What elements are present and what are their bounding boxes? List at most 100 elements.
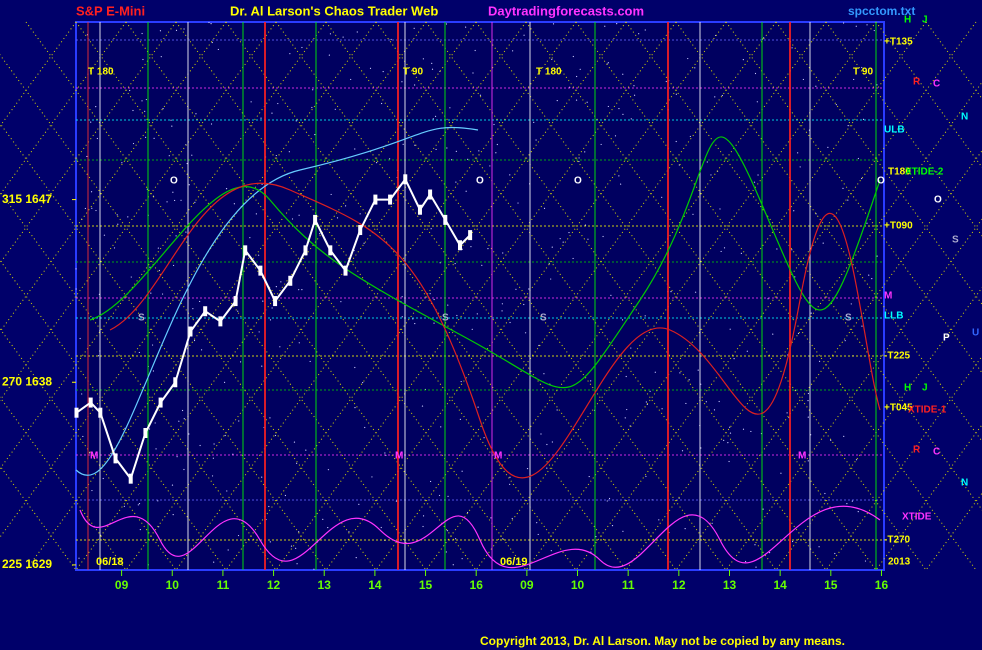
star <box>86 155 88 158</box>
star <box>586 101 588 103</box>
star <box>162 108 164 110</box>
star <box>271 307 273 309</box>
star <box>454 262 456 265</box>
star <box>249 237 251 239</box>
star <box>279 346 281 348</box>
star <box>401 296 403 298</box>
price-bar <box>203 306 208 317</box>
star <box>226 490 228 492</box>
price-bar <box>143 428 148 438</box>
star <box>199 444 201 447</box>
star <box>96 137 98 140</box>
star <box>687 57 689 60</box>
star <box>314 133 316 136</box>
star <box>472 72 474 74</box>
star <box>210 23 212 25</box>
star <box>110 452 112 455</box>
star <box>474 49 476 52</box>
star <box>260 117 262 119</box>
star <box>330 193 332 196</box>
star <box>142 58 144 61</box>
annotation: C <box>933 447 940 458</box>
star <box>861 325 863 327</box>
star <box>799 166 801 168</box>
star <box>262 300 264 302</box>
star <box>451 159 453 161</box>
star <box>559 238 561 240</box>
star <box>511 517 513 520</box>
star <box>154 422 156 424</box>
star <box>446 530 449 532</box>
copyright: Copyright 2013, Dr. Al Larson. May not b… <box>480 634 845 648</box>
star <box>562 241 564 243</box>
star <box>460 380 462 383</box>
star <box>729 426 731 428</box>
star <box>855 25 857 27</box>
star <box>138 503 141 505</box>
star <box>807 460 809 462</box>
star <box>141 100 143 102</box>
annotation: H <box>904 15 911 26</box>
annotation: O <box>170 176 178 187</box>
star <box>459 418 461 420</box>
star <box>551 58 553 60</box>
star <box>446 147 448 149</box>
star <box>258 331 260 333</box>
star <box>171 125 173 127</box>
star <box>78 557 80 559</box>
star <box>509 174 511 176</box>
star <box>440 426 442 428</box>
star <box>269 541 271 543</box>
annotation: R <box>913 77 921 88</box>
star <box>600 143 602 146</box>
star <box>794 276 796 278</box>
price-bar <box>98 407 103 418</box>
star <box>354 148 356 150</box>
annotation: XTIDE <box>902 512 932 523</box>
star <box>746 350 748 352</box>
star <box>224 434 226 437</box>
star <box>528 288 530 290</box>
star <box>186 162 188 165</box>
star <box>607 105 609 108</box>
star <box>431 68 434 70</box>
star <box>720 250 722 253</box>
date-label: 06/18 <box>96 556 124 568</box>
star <box>465 26 467 28</box>
annotation: M <box>798 451 806 462</box>
star <box>384 452 386 454</box>
star <box>830 439 832 441</box>
star <box>208 21 210 24</box>
star <box>225 188 228 190</box>
star <box>797 152 799 154</box>
star <box>578 157 580 159</box>
annotation: T180 <box>888 167 911 178</box>
star <box>381 102 383 105</box>
star <box>175 29 178 31</box>
star <box>145 98 147 101</box>
star <box>113 247 116 249</box>
star <box>432 118 434 120</box>
x-tick-label: 16 <box>470 578 484 592</box>
star <box>213 561 215 563</box>
star <box>461 558 463 560</box>
star <box>818 360 821 362</box>
star <box>237 310 239 312</box>
star <box>298 214 300 216</box>
star <box>719 208 721 210</box>
star <box>298 531 300 533</box>
annotation: M <box>395 451 403 462</box>
annotation: +T045 <box>884 403 913 414</box>
price-bar <box>233 296 238 307</box>
file-name: spcctom.txt <box>848 4 915 18</box>
star <box>568 231 570 234</box>
star <box>348 531 350 533</box>
star <box>727 442 729 444</box>
star <box>261 476 263 478</box>
star <box>584 224 587 226</box>
star <box>772 333 774 335</box>
star <box>604 25 606 27</box>
star <box>90 121 92 123</box>
star <box>194 201 196 203</box>
star <box>733 358 735 360</box>
